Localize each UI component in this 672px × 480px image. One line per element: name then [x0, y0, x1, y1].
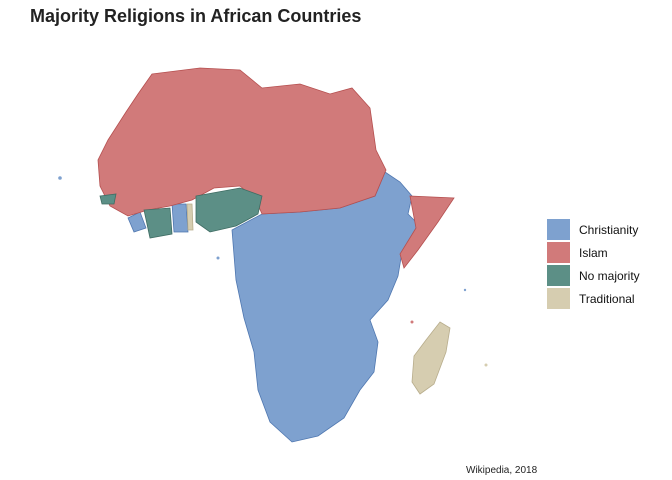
region-christianity — [231, 171, 421, 443]
legend-swatch — [547, 219, 570, 240]
legend-swatch — [547, 288, 570, 309]
region-nomajority-nigeria — [195, 187, 263, 233]
legend-label: Islam — [579, 245, 608, 260]
legend-label: Traditional — [579, 291, 635, 306]
legend-item-no-majority: No majority — [547, 264, 640, 287]
region-nomajority-ivorycoast — [143, 207, 173, 239]
legend-item-christianity: Christianity — [547, 218, 640, 241]
legend-label: No majority — [579, 268, 640, 283]
legend: Christianity Islam No majority Tradition… — [547, 218, 640, 310]
map-title: Majority Religions in African Countries — [30, 6, 362, 26]
region-christianity-ghana — [171, 203, 189, 233]
island — [463, 288, 467, 292]
island — [58, 176, 62, 180]
legend-item-traditional: Traditional — [547, 287, 640, 310]
region-islam-somalia — [399, 195, 455, 269]
legend-swatch — [547, 242, 570, 263]
source-caption: Wikipedia, 2018 — [466, 465, 538, 476]
legend-label: Christianity — [579, 222, 639, 237]
legend-item-islam: Islam — [547, 241, 640, 264]
region-nomajority-guinea — [99, 193, 117, 205]
region-traditional-togo — [186, 203, 194, 231]
island — [216, 256, 220, 260]
island — [484, 363, 488, 367]
region-traditional-madagascar — [411, 321, 451, 395]
island — [410, 320, 414, 324]
legend-swatch — [547, 265, 570, 286]
